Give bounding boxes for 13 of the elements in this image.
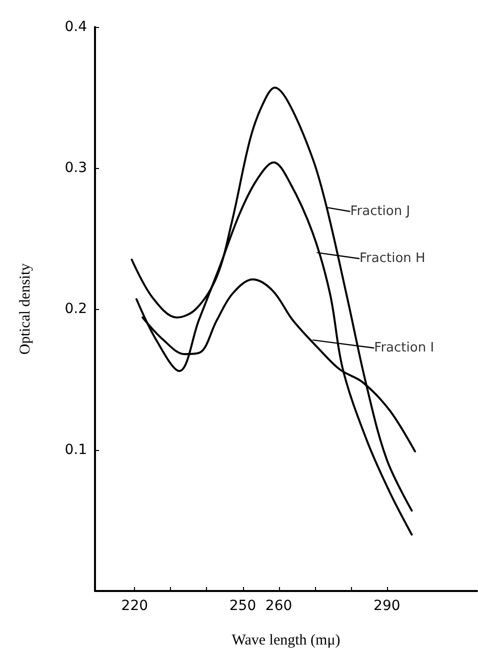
x-axis-title: Wave length (mμ): [232, 632, 340, 648]
y-tick-label: 0.2: [64, 301, 87, 317]
y-axis-title: Optical density: [18, 262, 34, 355]
annotation: Fraction I: [374, 340, 434, 356]
annotation: Fraction H: [359, 251, 426, 266]
x-tick-label: 250: [229, 598, 256, 614]
x-tick-label: 220: [121, 598, 148, 614]
x-tick-label: 260: [265, 598, 292, 614]
y-tick-label: 0.1: [64, 442, 87, 458]
y-tick-label: 0.4: [64, 19, 88, 35]
x-tick-label: 290: [374, 598, 400, 614]
y-tick-label: 0.3: [64, 160, 87, 176]
annotation: Fraction J: [350, 204, 410, 219]
